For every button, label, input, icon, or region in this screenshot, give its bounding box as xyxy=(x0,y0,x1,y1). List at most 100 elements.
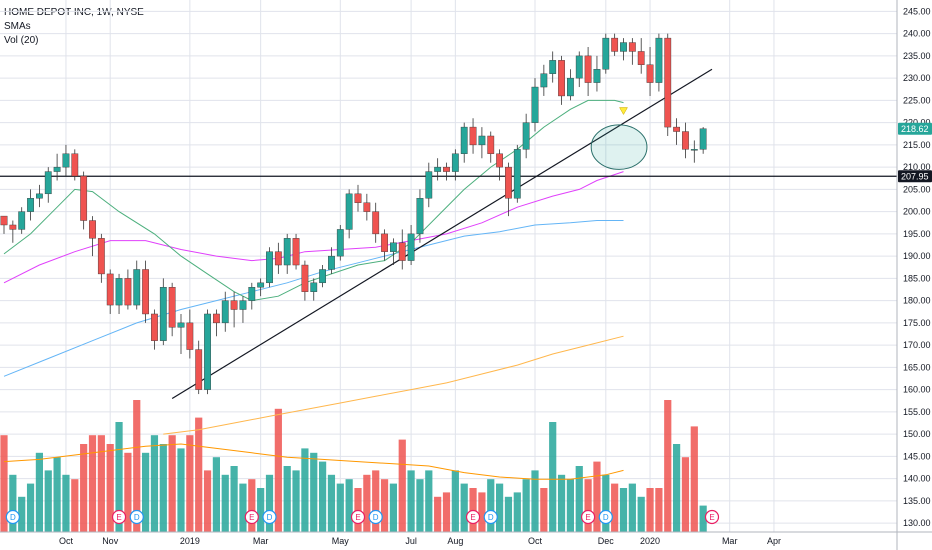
volume-bar xyxy=(664,400,672,532)
candle-body xyxy=(212,313,220,324)
alert-marker-icon[interactable] xyxy=(619,107,628,116)
dividend-marker-icon[interactable] xyxy=(262,509,277,525)
x-tick-label: Aug xyxy=(447,536,463,546)
x-tick-label: Jul xyxy=(405,536,417,546)
volume-bar xyxy=(327,474,336,532)
candle-body xyxy=(177,322,185,328)
volume-bar xyxy=(230,466,238,532)
volume-bar xyxy=(593,461,601,532)
legend-volume[interactable]: Vol (20) xyxy=(4,35,39,46)
candle-body xyxy=(151,313,158,341)
candle-body xyxy=(664,37,672,128)
candle-body xyxy=(9,224,17,230)
earnings-marker-icon[interactable] xyxy=(704,509,720,525)
volume-bar xyxy=(655,488,663,532)
volume-bar xyxy=(451,470,459,532)
volume-bar xyxy=(398,439,406,532)
price-axis[interactable] xyxy=(897,0,932,550)
candle-body xyxy=(372,211,380,235)
volume-bar xyxy=(496,483,504,532)
y-tick-label: 240.00 xyxy=(903,29,931,39)
candle-body xyxy=(390,242,397,252)
y-tick-label: 150.00 xyxy=(903,429,931,439)
candle-body xyxy=(655,37,663,83)
dividend-marker-icon[interactable] xyxy=(129,509,144,525)
earnings-marker-icon[interactable] xyxy=(244,509,259,525)
volume-bar xyxy=(239,483,247,532)
volume-bar xyxy=(549,422,557,532)
volume-bar xyxy=(9,474,17,532)
volume-bar xyxy=(611,483,619,532)
legend-smas[interactable]: SMAs xyxy=(4,21,31,32)
candle-body xyxy=(416,198,424,235)
candle-body xyxy=(133,269,141,306)
volume-bar xyxy=(345,479,353,532)
marker-label: D xyxy=(488,513,494,522)
volume-bar xyxy=(221,474,229,532)
candle-body xyxy=(36,193,43,199)
marker-label: E xyxy=(249,513,254,522)
earnings-marker-icon[interactable] xyxy=(350,509,366,525)
candle-body xyxy=(292,238,300,266)
earnings-marker-icon[interactable] xyxy=(111,509,127,525)
candle-body xyxy=(195,349,203,390)
volume-bar xyxy=(150,435,159,532)
y-tick-label: 195.00 xyxy=(903,229,931,239)
candle-body xyxy=(443,166,450,172)
volume-bar xyxy=(168,435,176,532)
candle-body xyxy=(115,278,123,306)
earnings-marker-icon[interactable] xyxy=(580,509,596,525)
candle-body xyxy=(628,42,636,52)
volume-bar xyxy=(425,470,433,532)
y-tick-label: 205.00 xyxy=(903,184,931,194)
price-tag xyxy=(898,170,932,183)
volume-bar xyxy=(504,496,513,532)
candle-body xyxy=(496,153,503,168)
candle-body xyxy=(505,166,512,199)
price-tag xyxy=(898,122,932,135)
candle-body xyxy=(558,60,565,97)
candle-body xyxy=(283,238,291,266)
marker-label: D xyxy=(603,513,609,522)
volume-bar xyxy=(186,435,194,532)
x-tick-label: Mar xyxy=(253,536,269,546)
marker-label: E xyxy=(585,513,590,522)
candle-body xyxy=(460,126,468,154)
candle-body xyxy=(336,229,344,257)
y-tick-label: 170.00 xyxy=(903,340,931,350)
volume-bar xyxy=(487,479,495,532)
candle-body xyxy=(186,322,194,350)
earnings-marker-icon[interactable] xyxy=(465,509,481,525)
dividend-marker-icon[interactable] xyxy=(598,509,613,525)
volume-bar xyxy=(363,474,371,532)
highlight-ellipse[interactable] xyxy=(590,124,648,170)
candle-body xyxy=(593,69,601,83)
volume-bar xyxy=(319,461,327,532)
volume-bar xyxy=(628,483,636,532)
y-tick-label: 200.00 xyxy=(903,207,931,217)
volume-bar xyxy=(681,457,690,532)
legend-symbol[interactable]: HOME DEPOT INC, 1W, NYSE xyxy=(4,7,144,18)
volume-bar xyxy=(478,492,486,532)
volume-bar xyxy=(88,435,97,532)
volume-bar xyxy=(97,435,105,532)
candle-body xyxy=(549,60,557,74)
candle-body xyxy=(363,202,371,212)
candle-body xyxy=(310,282,318,292)
y-tick-label: 220.00 xyxy=(903,118,931,128)
y-tick-label: 175.00 xyxy=(903,318,931,328)
volume-bar xyxy=(106,444,114,532)
candle-body xyxy=(168,287,176,328)
volume-bar xyxy=(513,492,521,532)
volume-bar xyxy=(80,444,88,532)
candle-body xyxy=(204,313,211,390)
sma-200-line xyxy=(163,335,624,435)
volume-bar xyxy=(673,444,681,532)
dividend-marker-icon[interactable] xyxy=(5,509,20,525)
volume-bar xyxy=(575,466,583,532)
dividend-marker-icon[interactable] xyxy=(368,509,383,525)
dividend-marker-icon[interactable] xyxy=(483,509,498,525)
candle-body xyxy=(80,175,88,221)
trendline[interactable] xyxy=(171,68,713,400)
